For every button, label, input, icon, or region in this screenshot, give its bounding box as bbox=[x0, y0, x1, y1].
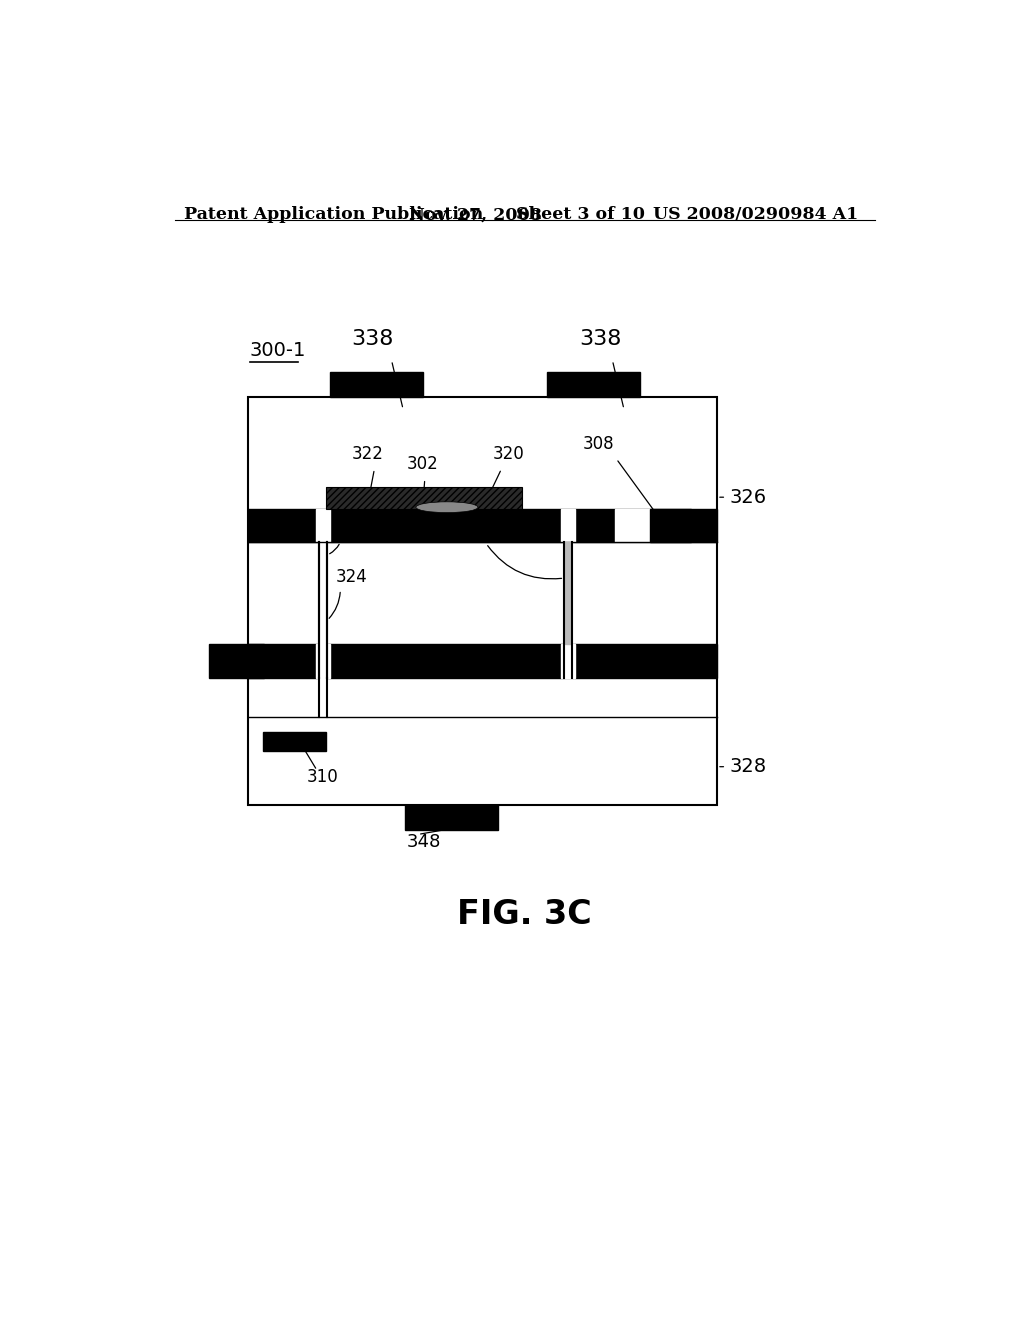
Text: 308: 308 bbox=[583, 434, 614, 453]
Bar bbox=[561, 508, 575, 543]
Text: 310: 310 bbox=[306, 768, 338, 787]
Bar bbox=[326, 487, 521, 508]
Text: Nov. 27, 2008: Nov. 27, 2008 bbox=[409, 206, 542, 223]
Text: Sheet 3 of 10: Sheet 3 of 10 bbox=[515, 206, 644, 223]
Text: 307: 307 bbox=[467, 519, 499, 537]
Bar bbox=[330, 372, 423, 397]
Bar bbox=[248, 508, 717, 543]
Text: 326: 326 bbox=[729, 487, 767, 507]
Bar bbox=[615, 508, 649, 543]
Ellipse shape bbox=[416, 502, 478, 512]
Text: 320: 320 bbox=[493, 445, 524, 462]
Bar bbox=[248, 397, 717, 805]
Bar bbox=[649, 508, 690, 543]
Text: Patent Application Publication: Patent Application Publication bbox=[183, 206, 483, 223]
Bar bbox=[316, 644, 331, 678]
Text: 300-1: 300-1 bbox=[250, 341, 306, 360]
Text: 302: 302 bbox=[407, 454, 438, 473]
Bar bbox=[406, 805, 499, 830]
Text: FIG. 3C: FIG. 3C bbox=[458, 898, 592, 931]
Bar bbox=[316, 508, 331, 543]
Text: US 2008/0290984 A1: US 2008/0290984 A1 bbox=[653, 206, 859, 223]
Bar bbox=[263, 733, 326, 751]
Text: 306: 306 bbox=[336, 517, 368, 536]
Text: 328: 328 bbox=[729, 758, 767, 776]
Bar bbox=[209, 644, 263, 678]
Bar bbox=[547, 372, 640, 397]
Text: 338: 338 bbox=[351, 330, 393, 350]
Text: 322: 322 bbox=[351, 445, 383, 462]
Text: 348: 348 bbox=[407, 833, 441, 851]
Text: 324: 324 bbox=[336, 568, 368, 586]
Text: 338: 338 bbox=[580, 330, 622, 350]
Bar bbox=[561, 644, 575, 678]
Bar bbox=[248, 644, 717, 678]
